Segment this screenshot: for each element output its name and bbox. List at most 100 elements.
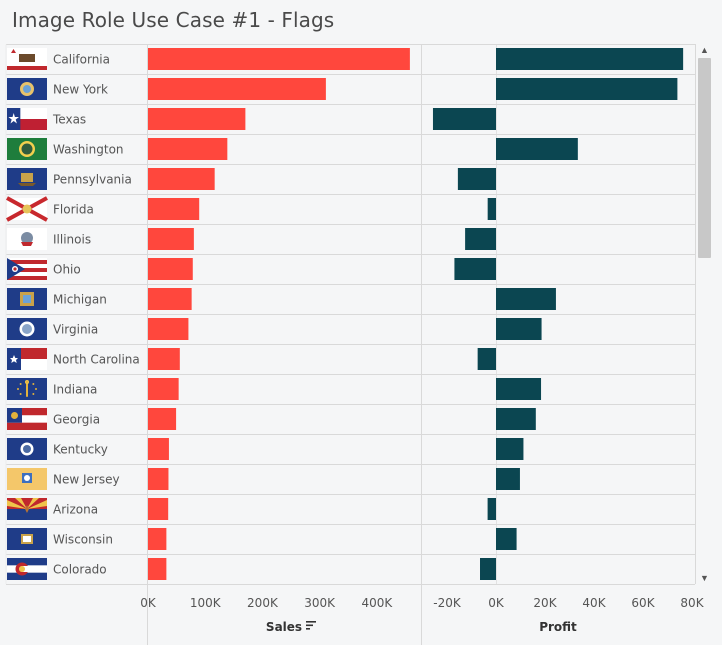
profit-bar — [480, 558, 496, 580]
page-title: Image Role Use Case #1 - Flags — [12, 8, 335, 32]
flag-shape — [23, 85, 31, 93]
profit-bar — [496, 528, 517, 550]
profit-bar — [496, 138, 578, 160]
new-york-flag-icon — [7, 78, 47, 100]
state-label: Kentucky — [53, 443, 108, 457]
flag-shape — [23, 295, 31, 303]
sort-icon-line — [306, 621, 316, 623]
flag-shape — [23, 445, 31, 453]
flag-shape — [21, 232, 33, 244]
profit-bar — [457, 168, 496, 190]
flag-shape — [32, 383, 35, 386]
flag-shape — [26, 381, 28, 383]
state-label: Pennsylvania — [53, 173, 132, 187]
flag-shape — [17, 388, 19, 390]
state-label: Indiana — [53, 383, 97, 397]
flag-shape — [7, 422, 47, 430]
new-jersey-flag-icon — [7, 468, 47, 490]
sales-tick-label: 100K — [190, 596, 222, 610]
colorado-flag-icon — [7, 558, 47, 580]
sales-bar — [148, 438, 169, 460]
flag-shape — [7, 268, 47, 272]
sales-bar — [148, 198, 200, 220]
profit-tick-label: 60K — [631, 596, 655, 610]
texas-flag-icon — [7, 108, 47, 130]
sales-bar — [148, 228, 194, 250]
flag-shape — [7, 509, 47, 520]
state-label: Michigan — [53, 293, 107, 307]
state-label: North Carolina — [53, 353, 140, 367]
flag-shape — [7, 66, 47, 70]
profit-bar — [496, 438, 524, 460]
flag-shape — [19, 383, 22, 386]
flag-shape — [7, 119, 47, 130]
state-label: Arizona — [53, 503, 98, 517]
flag-shape — [18, 183, 36, 186]
flag-shape — [24, 475, 30, 481]
state-label: Washington — [53, 143, 124, 157]
flag-shape — [11, 412, 18, 419]
sales-tick-label: 300K — [304, 596, 336, 610]
sort-descending-icon[interactable] — [306, 621, 316, 630]
flag-shape — [11, 49, 16, 53]
scroll-down-icon[interactable]: ▼ — [700, 573, 709, 583]
flag-shape — [7, 500, 27, 509]
sales-bar — [148, 168, 215, 190]
ohio-flag-icon — [7, 258, 47, 280]
profit-tick-label: 40K — [582, 596, 606, 610]
profit-tick-label: 20K — [533, 596, 557, 610]
california-flag-icon — [7, 48, 47, 70]
flag-shape — [7, 408, 47, 416]
sales-bar — [148, 408, 177, 430]
sales-tick-label: 200K — [247, 596, 279, 610]
sales-bar — [148, 348, 180, 370]
flag-shape — [7, 260, 47, 264]
profit-bar — [496, 378, 542, 400]
profit-bar — [487, 498, 496, 520]
state-label: New York — [53, 83, 108, 97]
flag-shape — [32, 392, 35, 395]
flag-shape — [22, 204, 32, 214]
sales-bar — [148, 78, 326, 100]
sales-bar — [148, 468, 169, 490]
state-label: Colorado — [53, 563, 107, 577]
sales-bar — [148, 138, 228, 160]
state-label: Texas — [52, 113, 86, 127]
profit-axis-title: Profit — [539, 620, 577, 634]
arizona-flag-icon — [7, 498, 47, 520]
state-label: Georgia — [53, 413, 100, 427]
sales-bar — [148, 528, 167, 550]
state-label: California — [53, 53, 110, 67]
flag-shape — [26, 382, 28, 396]
sales-tick-label: 0K — [140, 596, 157, 610]
flag-shape — [27, 498, 39, 509]
north-carolina-flag-icon — [7, 348, 47, 370]
profit-bar — [496, 288, 556, 310]
sales-tick-label: 400K — [361, 596, 393, 610]
flag-shape — [26, 395, 28, 397]
flag-shape — [25, 505, 29, 513]
georgia-flag-icon — [7, 408, 47, 430]
flag-shape — [21, 242, 33, 246]
flag-shape — [7, 348, 47, 359]
flag-shape — [7, 276, 47, 280]
profit-tick-label: 80K — [680, 596, 704, 610]
vertical-scrollbar[interactable]: ▲ ▼ — [697, 44, 712, 584]
virginia-flag-icon — [7, 318, 47, 340]
sales-bar — [148, 258, 193, 280]
flag-shape — [23, 536, 31, 542]
sales-bar — [148, 108, 246, 130]
profit-bar — [454, 258, 496, 280]
scroll-up-icon[interactable]: ▲ — [700, 45, 709, 55]
flag-shape — [21, 143, 33, 155]
sales-bar — [148, 378, 179, 400]
flag-shape — [7, 498, 47, 509]
profit-bar — [496, 48, 684, 70]
wisconsin-flag-icon — [7, 528, 47, 550]
kentucky-flag-icon — [7, 438, 47, 460]
washington-flag-icon — [7, 138, 47, 160]
flag-shape — [7, 415, 47, 423]
scroll-thumb[interactable] — [698, 58, 711, 258]
sales-bar — [148, 558, 167, 580]
sort-icon-line — [306, 624, 313, 627]
